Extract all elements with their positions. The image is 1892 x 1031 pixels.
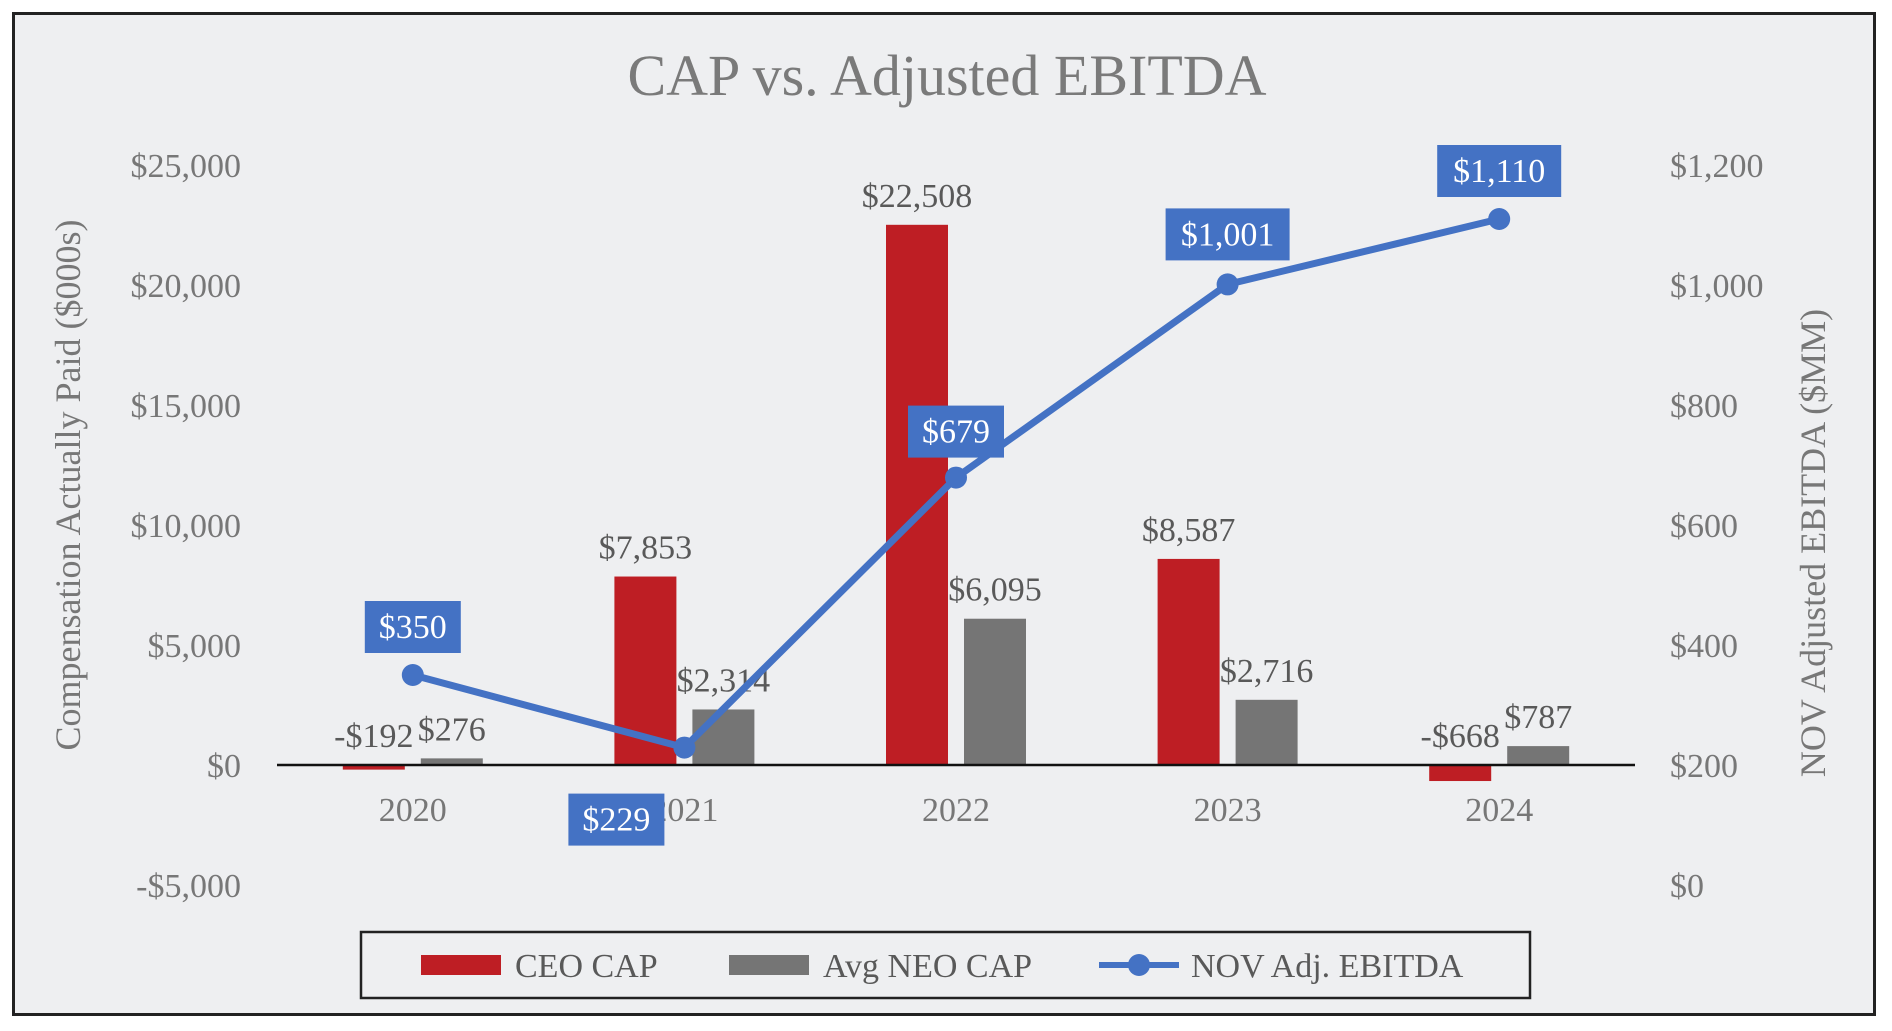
- y-tick-label-left: $25,000: [131, 148, 242, 185]
- y-axis-title-right: NOV Adjusted EBITDA ($MM): [1793, 309, 1833, 777]
- y-tick-label-right: $800: [1670, 388, 1738, 425]
- data-label-ceo-cap: $8,587: [1142, 512, 1236, 549]
- y-tick-label-left: $20,000: [131, 268, 242, 305]
- bar-ceo-cap: [1157, 558, 1220, 765]
- bar-avg-neo-cap: [1235, 699, 1298, 765]
- x-tick-label: 2020: [379, 792, 447, 829]
- data-label-ceo-cap: -$192: [334, 718, 413, 755]
- chart: CAP vs. Adjusted EBITDA -$5,000 $0 $5,000 $…: [48, 43, 1833, 1000]
- x-tick-label: 2024: [1465, 792, 1533, 829]
- chart-frame: CAP vs. Adjusted EBITDA -$5,000 $0 $5,000 $…: [12, 12, 1876, 1016]
- data-label-box-nov-adj-ebitda: [908, 405, 1004, 458]
- x-tick-label: 2023: [1194, 792, 1262, 829]
- legend-label-ceo-cap: CEO CAP: [515, 948, 658, 985]
- legend-swatch-ebitda-marker: [1128, 954, 1150, 976]
- y-tick-label-right: $600: [1670, 508, 1738, 545]
- legend-box: [359, 930, 1532, 1000]
- data-label-box-nov-adj-ebitda: [364, 601, 461, 653]
- line-marker-nov-adj-ebitda: [1216, 273, 1239, 296]
- y-axis-title-left: Compensation Actually Paid ($000s): [48, 220, 88, 751]
- data-label-box-nov-adj-ebitda: [1165, 208, 1290, 261]
- line-marker-nov-adj-ebitda: [1488, 208, 1511, 230]
- data-label-nov-adj-ebitda: $229: [582, 802, 650, 839]
- y-tick-label-left: $0: [207, 748, 241, 785]
- legend-swatch-avg-neo-cap: [729, 955, 809, 975]
- data-label-ceo-cap: $22,508: [862, 178, 973, 215]
- y-tick-label-left: $15,000: [131, 388, 242, 425]
- line-marker-nov-adj-ebitda: [673, 736, 696, 759]
- data-label-nov-adj-ebitda: $1,001: [1181, 216, 1275, 253]
- data-label-nov-adj-ebitda: $1,110: [1453, 153, 1545, 190]
- bar-ceo-cap: [1429, 765, 1492, 782]
- legend-swatch-ceo-cap: [421, 955, 501, 975]
- y-tick-label-right: $200: [1670, 748, 1738, 785]
- data-label-avg-neo-cap: $2,716: [1220, 653, 1314, 690]
- data-label-box-nov-adj-ebitda: [1437, 145, 1562, 197]
- data-label-nov-adj-ebitda: $350: [379, 609, 447, 646]
- data-label-avg-neo-cap: $6,095: [948, 572, 1042, 609]
- y-tick-label-right: $1,200: [1670, 148, 1764, 185]
- y-tick-label-left: $5,000: [148, 628, 242, 665]
- line-marker-nov-adj-ebitda: [401, 664, 424, 686]
- y-tick-label-right: $400: [1670, 628, 1738, 665]
- data-label-nov-adj-ebitda: $679: [922, 414, 990, 451]
- legend: CEO CAP Avg NEO CAP NOV Adj. EBITDA: [359, 930, 1532, 1000]
- y-tick-label-left: -$5,000: [136, 868, 241, 905]
- data-label-avg-neo-cap: $787: [1504, 699, 1572, 736]
- data-label-ceo-cap: $7,853: [599, 530, 693, 567]
- y-tick-label-right: $1,000: [1670, 268, 1764, 305]
- legend-label-nov-adj-ebitda: NOV Adj. EBITDA: [1191, 948, 1464, 985]
- line-marker-nov-adj-ebitda: [945, 466, 967, 489]
- bar-avg-neo-cap: [1507, 746, 1570, 765]
- legend-label-avg-neo-cap: Avg NEO CAP: [823, 948, 1032, 985]
- y-tick-label-left: $10,000: [131, 508, 242, 545]
- data-label-ceo-cap: -$668: [1421, 718, 1500, 755]
- bar-ceo-cap: [342, 765, 405, 770]
- bar-avg-neo-cap: [692, 709, 755, 765]
- bar-avg-neo-cap: [964, 618, 1026, 765]
- y-tick-label-right: $0: [1670, 868, 1704, 905]
- data-label-box-nov-adj-ebitda: [568, 793, 665, 846]
- x-tick-label: 2022: [922, 792, 990, 829]
- data-label-avg-neo-cap: $276: [418, 711, 486, 748]
- chart-title: CAP vs. Adjusted EBITDA: [627, 43, 1266, 108]
- bar-avg-neo-cap: [420, 758, 483, 765]
